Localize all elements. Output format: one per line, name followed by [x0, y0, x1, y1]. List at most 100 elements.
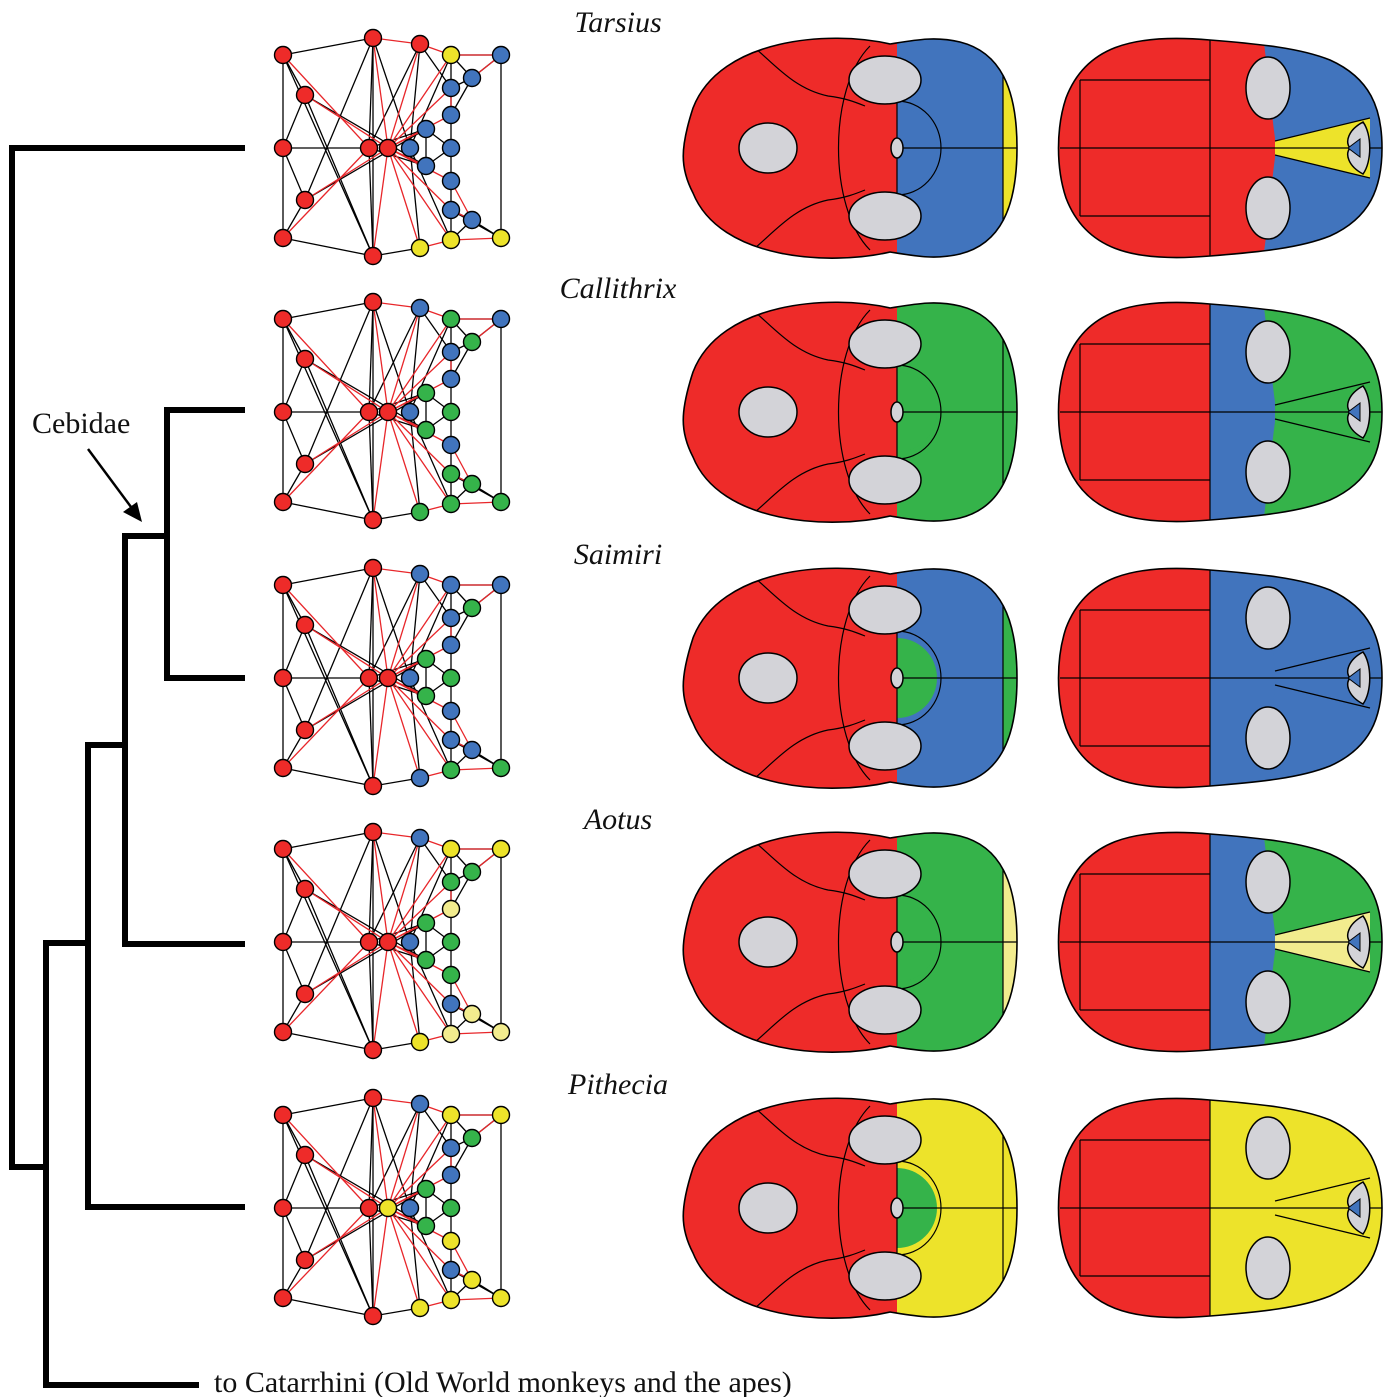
network-edge	[372, 411, 389, 521]
network-node	[273, 228, 293, 248]
network-edge	[368, 941, 374, 1051]
network-node	[378, 1198, 398, 1218]
network-edge	[304, 1207, 389, 1261]
network-edge	[304, 37, 374, 201]
network-node	[273, 138, 293, 158]
network-edge	[387, 1147, 452, 1209]
network-node	[359, 668, 379, 688]
network-node	[410, 768, 430, 788]
network-node	[273, 492, 293, 512]
network-node	[416, 119, 436, 139]
network-edge	[282, 677, 370, 769]
network-node	[363, 558, 383, 578]
network-node	[441, 932, 461, 952]
lateral-diagram	[682, 301, 1018, 523]
network-node	[491, 758, 511, 778]
network-edge	[387, 411, 452, 475]
network-edge	[372, 301, 411, 413]
network-edge	[282, 941, 370, 1033]
lateral-upper-hole	[848, 849, 922, 899]
network-node	[491, 45, 511, 65]
network-node	[378, 668, 398, 688]
network-node	[441, 45, 461, 65]
network-edge	[372, 1207, 389, 1317]
network-edge	[304, 888, 389, 943]
network-edge	[387, 1114, 452, 1209]
network-node	[359, 402, 379, 422]
network-node	[410, 502, 430, 522]
dorsal-diagram	[1057, 1097, 1383, 1319]
network-edge	[368, 1097, 374, 1209]
dorsal-upper-hole	[1245, 1116, 1291, 1180]
network-node	[462, 68, 482, 88]
network-edge	[387, 43, 421, 149]
network-node	[273, 402, 293, 422]
network-edge	[387, 584, 452, 679]
network-edge	[387, 351, 452, 413]
lateral-eye-hole	[738, 386, 798, 438]
network-node	[441, 1198, 461, 1218]
network-node	[400, 138, 420, 158]
tree-branch	[43, 940, 199, 1388]
network-node	[273, 668, 293, 688]
network-node	[462, 474, 482, 494]
network-node	[441, 1231, 461, 1251]
network-edge	[387, 147, 421, 249]
network-node	[441, 1024, 461, 1044]
network-edge	[282, 1031, 374, 1051]
network-edge	[387, 54, 452, 149]
network-node	[363, 510, 383, 530]
tree-branch	[85, 742, 245, 1210]
network-node	[441, 575, 461, 595]
network-node	[441, 1138, 461, 1158]
network-node	[416, 156, 436, 176]
dorsal-upper-hole	[1245, 586, 1291, 650]
network-edge	[304, 94, 389, 149]
network-edge	[368, 37, 374, 149]
lateral-eye-hole	[738, 916, 798, 968]
network-edge	[304, 941, 389, 995]
lateral-center-hole	[890, 1197, 904, 1219]
network-edge	[387, 1207, 452, 1271]
dorsal-tip-mark	[1347, 1198, 1361, 1218]
network-node	[491, 839, 511, 859]
network-node	[400, 1198, 420, 1218]
network-edge	[409, 941, 421, 1043]
network-node	[491, 575, 511, 595]
dorsal-diagram	[1057, 37, 1383, 259]
lateral-center-hole	[890, 667, 904, 689]
network-node	[491, 1022, 511, 1042]
network-node	[400, 932, 420, 952]
phylogenetic-tree	[9, 145, 245, 1388]
dorsal-lower-hole	[1245, 1236, 1291, 1300]
network-node	[295, 190, 315, 210]
network-node	[441, 200, 461, 220]
network-node	[273, 1198, 293, 1218]
network-edge	[409, 573, 421, 679]
network-edge	[282, 1114, 374, 1317]
network-edge	[372, 1097, 411, 1209]
network-edge	[304, 301, 374, 465]
connectivity-network	[273, 28, 511, 266]
network-node	[441, 342, 461, 362]
network-edge	[409, 837, 421, 943]
network-edge	[282, 624, 306, 679]
network-node	[295, 1145, 315, 1165]
network-edge	[282, 301, 374, 320]
network-edge	[282, 1207, 370, 1299]
network-node	[441, 839, 461, 859]
network-edge	[387, 573, 421, 679]
network-node	[273, 932, 293, 952]
tree-branch	[122, 533, 245, 947]
lateral-upper-hole	[848, 585, 922, 635]
network-node	[410, 34, 430, 54]
network-edge	[304, 1154, 389, 1209]
network-node	[273, 1022, 293, 1042]
network-edge	[372, 1097, 389, 1209]
connectivity-network	[273, 558, 511, 796]
network-node	[363, 822, 383, 842]
network-node	[491, 309, 511, 329]
network-node	[363, 776, 383, 796]
network-node	[363, 292, 383, 312]
network-node	[363, 1306, 383, 1326]
